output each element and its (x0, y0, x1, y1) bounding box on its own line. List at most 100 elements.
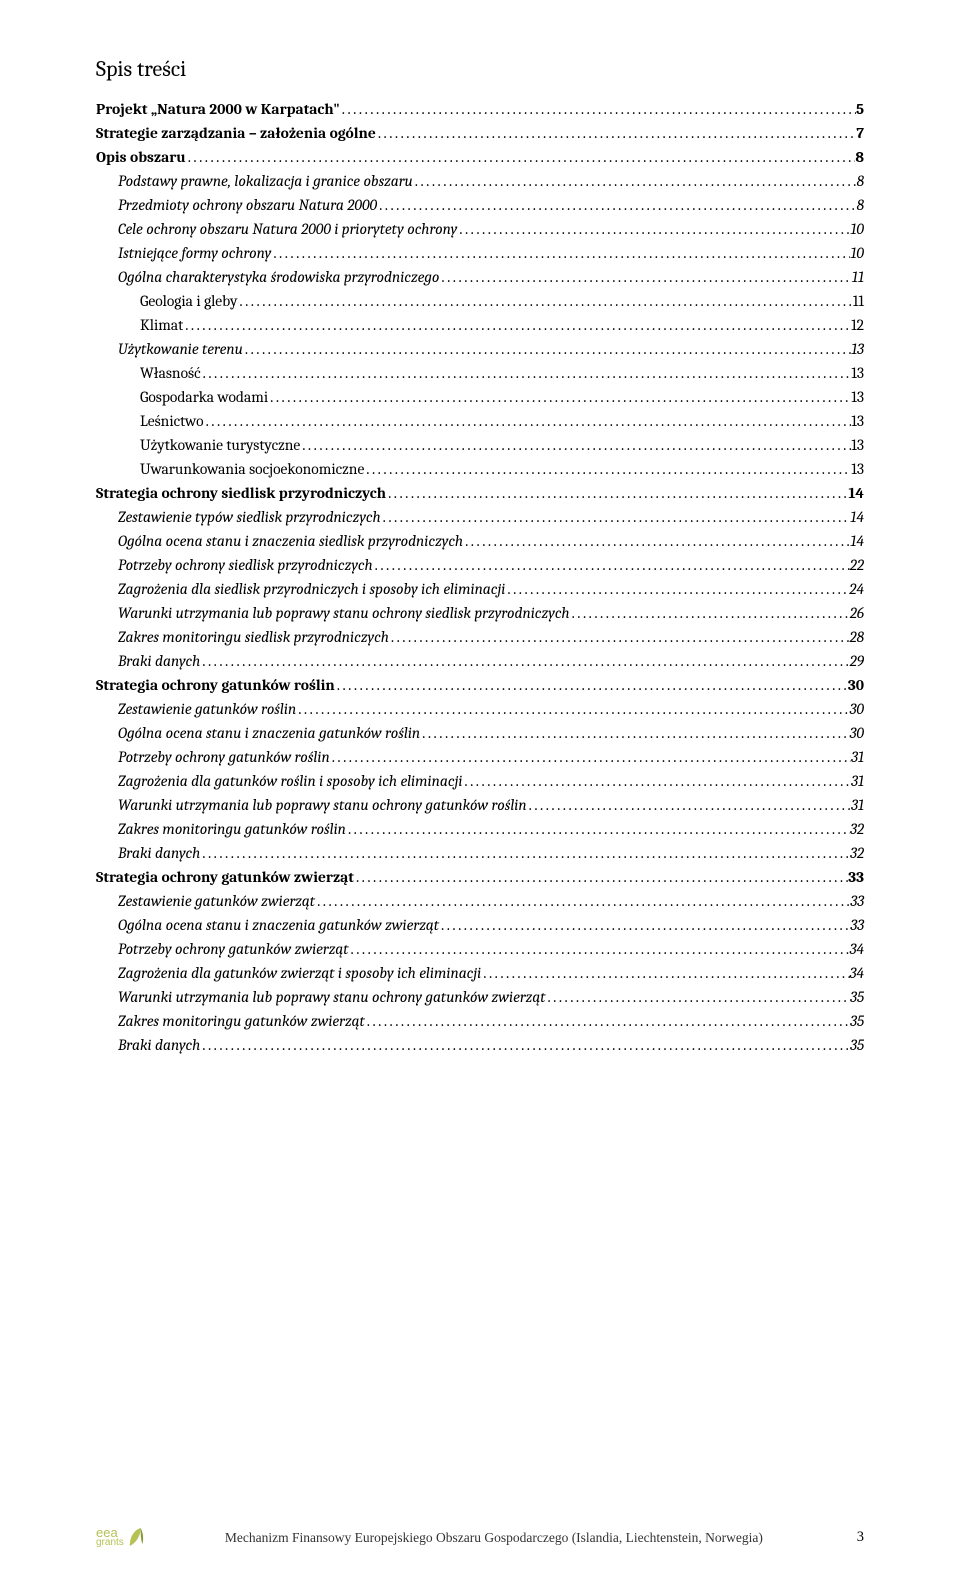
toc-leader (200, 1036, 850, 1054)
toc-leader (201, 364, 852, 382)
toc-leader (354, 868, 848, 886)
toc-label: Zagrożenia dla siedlisk przyrodniczych i… (118, 580, 505, 598)
toc-leader (463, 532, 850, 550)
toc-leader (389, 628, 850, 646)
toc-entry: Podstawy prawne, lokalizacja i granice o… (118, 172, 864, 190)
toc-leader (346, 820, 850, 838)
toc-entry: Braki danych 35 (118, 1036, 864, 1054)
toc-leader (335, 676, 848, 694)
toc-page: 30 (850, 724, 864, 742)
toc-page: 14 (848, 484, 864, 502)
toc-entry: Cele ochrony obszaru Natura 2000 i prior… (118, 220, 864, 238)
toc-page: 14 (850, 532, 864, 550)
toc-leader (439, 268, 851, 286)
toc-entry: Opis obszaru 8 (96, 148, 864, 166)
toc-label: Potrzeby ochrony siedlisk przyrodniczych (118, 556, 373, 574)
toc-leader (376, 124, 856, 142)
toc-page: 5 (856, 100, 864, 118)
toc-label: Geologia i gleby (140, 292, 237, 310)
toc-page: 33 (850, 916, 864, 934)
toc-label: Strategia ochrony gatunków roślin (96, 676, 335, 694)
toc-leader (183, 316, 851, 334)
toc-entry: Zakres monitoringu gatunków zwierząt 35 (118, 1012, 864, 1030)
toc-entry: Zakres monitoringu gatunków roślin 32 (118, 820, 864, 838)
toc-leader (439, 916, 850, 934)
toc-entry: Ogólna ocena stanu i znaczenia gatunków … (118, 916, 864, 934)
toc-leader (296, 700, 849, 718)
toc-label: Warunki utrzymania lub poprawy stanu och… (118, 988, 545, 1006)
toc-label: Użytkowanie turystyczne (140, 436, 300, 454)
toc-leader (349, 940, 850, 958)
toc-leader (386, 484, 848, 502)
toc-page: 35 (850, 988, 864, 1006)
toc-label: Użytkowanie terenu (118, 340, 243, 358)
toc-page: 13 (851, 460, 864, 478)
toc-label: Cele ochrony obszaru Natura 2000 i prior… (118, 220, 457, 238)
toc-page: 14 (850, 508, 864, 526)
toc-entry: Ogólna ocena stanu i znaczenia siedlisk … (118, 532, 864, 550)
toc-entry: Zestawienie gatunków roślin 30 (118, 700, 864, 718)
toc-label: Strategia ochrony gatunków zwierząt (96, 868, 354, 886)
toc-label: Gospodarka wodami (140, 388, 268, 406)
footer-text: Mechanizm Finansowy Europejskiego Obszar… (146, 1530, 842, 1548)
toc-page: 13 (851, 364, 864, 382)
footer-page-number: 3 (842, 1529, 864, 1548)
footer-logo: eea grants (96, 1526, 146, 1548)
toc-leader (330, 748, 851, 766)
toc-label: Ogólna ocena stanu i znaczenia gatunków … (118, 724, 420, 742)
toc-entry: Użytkowanie terenu 13 (118, 340, 864, 358)
toc-entry: Warunki utrzymania lub poprawy stanu och… (118, 988, 864, 1006)
toc-page: 28 (849, 628, 864, 646)
toc-entry: Potrzeby ochrony gatunków roślin 31 (118, 748, 864, 766)
toc-page: 11 (852, 268, 864, 286)
toc-leader (364, 460, 851, 478)
toc-entry: Strategie zarządzania – założenia ogólne… (96, 124, 864, 142)
toc-page: 10 (850, 244, 864, 262)
toc-entry: Zagrożenia dla gatunków zwierząt i sposo… (118, 964, 864, 982)
toc-label: Przedmioty ochrony obszaru Natura 2000 (118, 196, 377, 214)
toc-page: 32 (850, 820, 864, 838)
toc-entry: Zakres monitoringu siedlisk przyrodniczy… (118, 628, 864, 646)
toc-label: Zakres monitoringu gatunków roślin (118, 820, 346, 838)
toc-leader (315, 892, 850, 910)
toc-page: 31 (851, 796, 864, 814)
toc-leader (413, 172, 857, 190)
toc-entry: Zagrożenia dla gatunków roślin i sposoby… (118, 772, 864, 790)
toc-label: Klimat (140, 316, 183, 334)
toc-leader (243, 340, 851, 358)
toc-entry: Strategia ochrony gatunków roślin 30 (96, 676, 864, 694)
toc-page: 30 (850, 700, 864, 718)
toc-label: Braki danych (118, 652, 200, 670)
toc-leader (570, 604, 850, 622)
toc-label: Warunki utrzymania lub poprawy stanu och… (118, 604, 570, 622)
toc-label: Własność (140, 364, 201, 382)
toc-leader (481, 964, 849, 982)
toc-leader (365, 1012, 850, 1030)
toc-entry: Przedmioty ochrony obszaru Natura 2000 8 (118, 196, 864, 214)
toc-page: 13 (851, 412, 864, 430)
toc-label: Strategie zarządzania – założenia ogólne (96, 124, 376, 142)
toc-leader (527, 796, 851, 814)
toc-entry: Geologia i gleby 11 (140, 292, 864, 310)
toc-entry: Ogólna ocena stanu i znaczenia gatunków … (118, 724, 864, 742)
toc-label: Leśnictwo (140, 412, 204, 430)
toc-page: 7 (856, 124, 864, 142)
toc-page: 12 (851, 316, 864, 334)
toc-leader (237, 292, 852, 310)
toc-entry: Klimat 12 (140, 316, 864, 334)
toc-page: 8 (857, 172, 864, 190)
toc-entry: Braki danych 32 (118, 844, 864, 862)
leaf-icon (128, 1526, 146, 1548)
toc-entry: Zestawienie gatunków zwierząt 33 (118, 892, 864, 910)
toc-label: Ogólna ocena stanu i znaczenia gatunków … (118, 916, 439, 934)
toc-page: 13 (851, 388, 864, 406)
toc-leader (204, 412, 852, 430)
toc-page: 35 (850, 1012, 864, 1030)
toc-page: 26 (850, 604, 864, 622)
toc-label: Opis obszaru (96, 148, 186, 166)
toc-page: 24 (849, 580, 864, 598)
toc-entry: Zagrożenia dla siedlisk przyrodniczych i… (118, 580, 864, 598)
toc-label: Braki danych (118, 844, 200, 862)
toc-label: Zestawienie gatunków zwierząt (118, 892, 315, 910)
toc-leader (457, 220, 850, 238)
